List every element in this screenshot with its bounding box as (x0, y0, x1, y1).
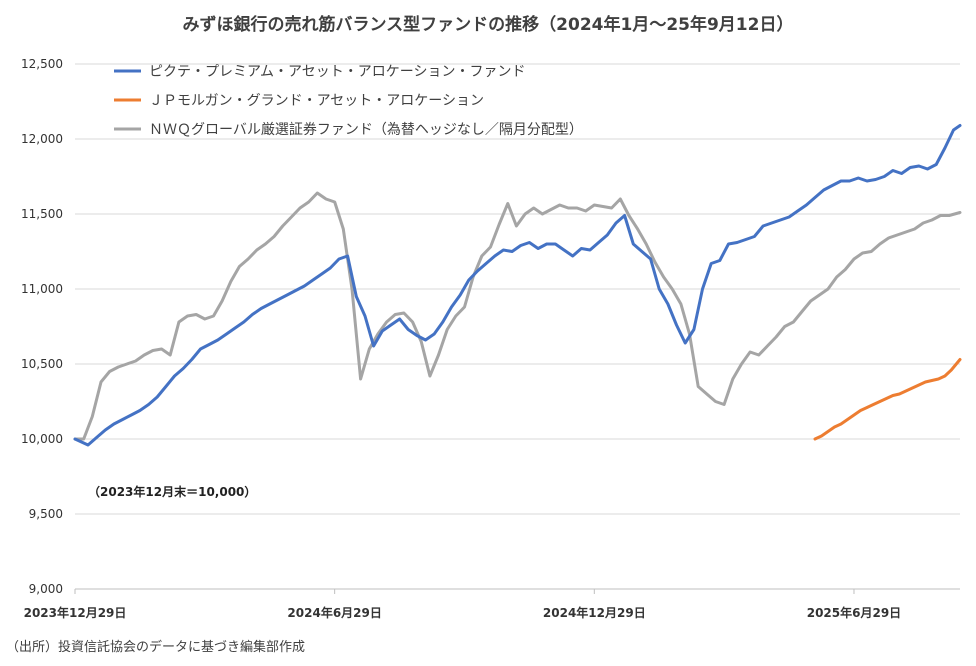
series-line-3 (73, 191, 962, 441)
y-tick-label: 12,500 (21, 57, 63, 71)
chart-title: みずほ銀行の売れ筋バランス型ファンドの推移（2024年1月～25年9月12日） (182, 15, 794, 35)
y-tick-label: 9,000 (29, 582, 63, 596)
axes: 9,000 9,500 10,000 10,500 11,000 11,500 12,000… (21, 57, 960, 620)
y-tick-label: 11,000 (21, 282, 63, 296)
y-tick-label: 10,500 (21, 357, 63, 371)
legend-label: ＮＷＱグローバル厳選証券ファンド（為替ヘッジなし／隔月分配型） (149, 122, 583, 138)
series-lines (73, 124, 962, 447)
y-tick-label: 10,000 (21, 432, 63, 446)
y-tick-label: 11,500 (21, 207, 63, 221)
series-line-1 (73, 124, 962, 447)
y-tick-label: 9,500 (29, 507, 63, 521)
baseline-annotation: （2023年12月末＝10,000） (88, 484, 256, 499)
legend-label: ピクテ・プレミアム・アセット・アロケーション・ファンド (149, 64, 525, 80)
x-tick-label: 2023年12月29日 (24, 605, 127, 620)
gridlines (75, 63, 960, 590)
y-tick-label: 12,000 (21, 132, 63, 146)
source-note: （出所）投資信託協会のデータに基づき編集部作成 (6, 640, 306, 655)
legend-label: ＪＰモルガン・グランド・アセット・アロケーション (149, 93, 484, 109)
x-tick-label: 2024年6月29日 (287, 605, 381, 620)
x-tick-label: 2024年12月29日 (543, 605, 646, 620)
series-line-2 (813, 358, 962, 441)
x-tick-label: 2025年6月29日 (807, 605, 901, 620)
legend: ピクテ・プレミアム・アセット・アロケーション・ファンド ＪＰモルガン・グランド・ア… (114, 64, 583, 138)
